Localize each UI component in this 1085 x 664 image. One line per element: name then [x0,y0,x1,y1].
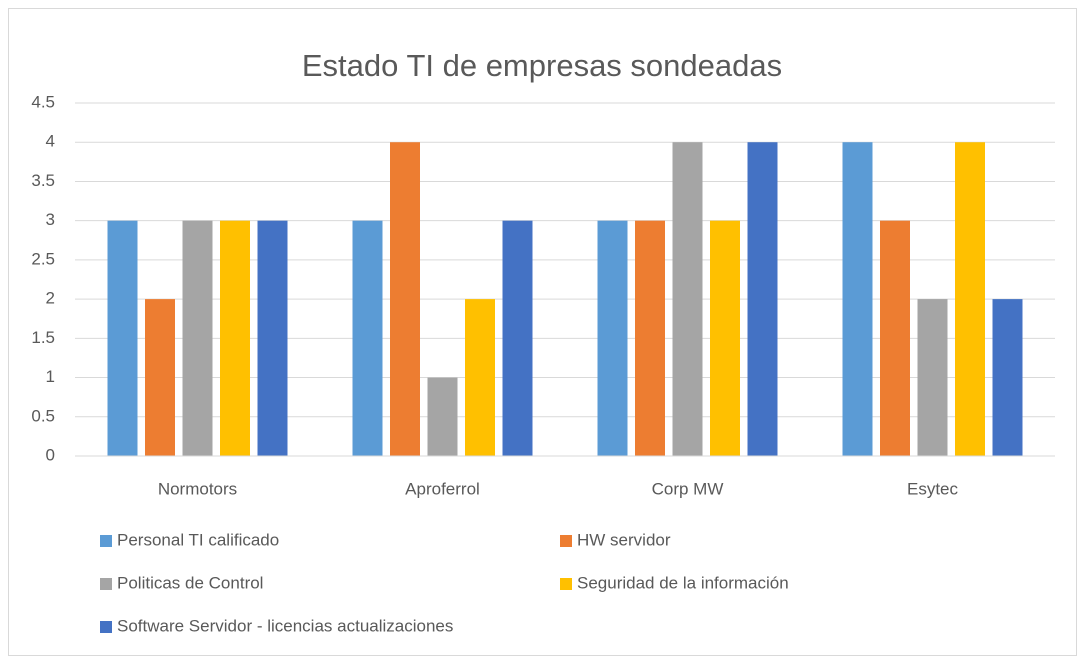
y-tick-label: 3.5 [31,171,55,190]
bar [672,142,703,456]
bar [257,220,288,456]
y-tick-label: 1.5 [31,328,55,347]
y-tick-label: 0.5 [31,406,55,425]
bar [635,220,665,456]
chart-title: Estado TI de empresas sondeadas [302,48,782,83]
legend-swatch [560,578,572,590]
x-tick-label: Corp MW [652,479,724,498]
bar [182,220,213,456]
bar [502,220,533,456]
legend-label: Software Servidor - licencias actualizac… [117,616,453,635]
bar [747,142,778,456]
legend-swatch [100,578,112,590]
legend-label: Politicas de Control [117,573,263,592]
bar [880,220,910,456]
y-tick-label: 1 [46,367,55,386]
y-tick-label: 4.5 [31,92,55,111]
bar [107,220,138,456]
legend-label: Seguridad de la información [577,573,789,592]
bar [352,220,383,456]
legend-swatch [560,535,572,547]
x-tick-label: Normotors [158,479,237,498]
bar [427,377,458,456]
legend-swatch [100,621,112,633]
y-tick-label: 4 [46,132,55,151]
legend-label: HW servidor [577,530,671,549]
bar [917,299,948,456]
bar [145,299,175,456]
bar [220,220,250,456]
legend-swatch [100,535,112,547]
y-tick-label: 0 [46,445,55,464]
y-tick-label: 2 [46,289,55,308]
bar [842,142,873,456]
y-tick-label: 2.5 [31,249,55,268]
bar [992,299,1023,456]
bar [465,299,495,456]
x-tick-label: Aproferrol [405,479,480,498]
bar [597,220,628,456]
bar [955,142,985,456]
bar [390,142,420,456]
bar [710,220,740,456]
y-tick-label: 3 [46,210,55,229]
legend-label: Personal TI calificado [117,530,279,549]
x-tick-label: Esytec [907,479,959,498]
